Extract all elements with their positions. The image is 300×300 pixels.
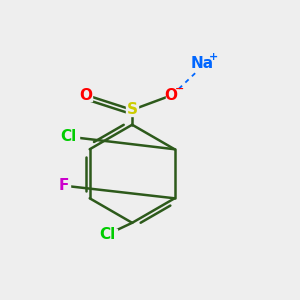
Bar	[166, 89, 178, 101]
Bar	[195, 58, 215, 70]
Bar	[126, 104, 138, 116]
Text: Cl: Cl	[99, 227, 115, 242]
Text: Na: Na	[190, 56, 214, 71]
Bar	[58, 180, 70, 192]
Text: −: −	[175, 83, 184, 94]
Bar	[97, 229, 117, 241]
Text: O: O	[164, 88, 177, 103]
Text: Cl: Cl	[60, 129, 76, 144]
Text: +: +	[209, 52, 218, 62]
Bar	[58, 131, 79, 142]
Text: O: O	[80, 88, 93, 103]
Text: S: S	[127, 102, 138, 117]
Text: F: F	[58, 178, 69, 193]
Bar	[80, 89, 92, 101]
